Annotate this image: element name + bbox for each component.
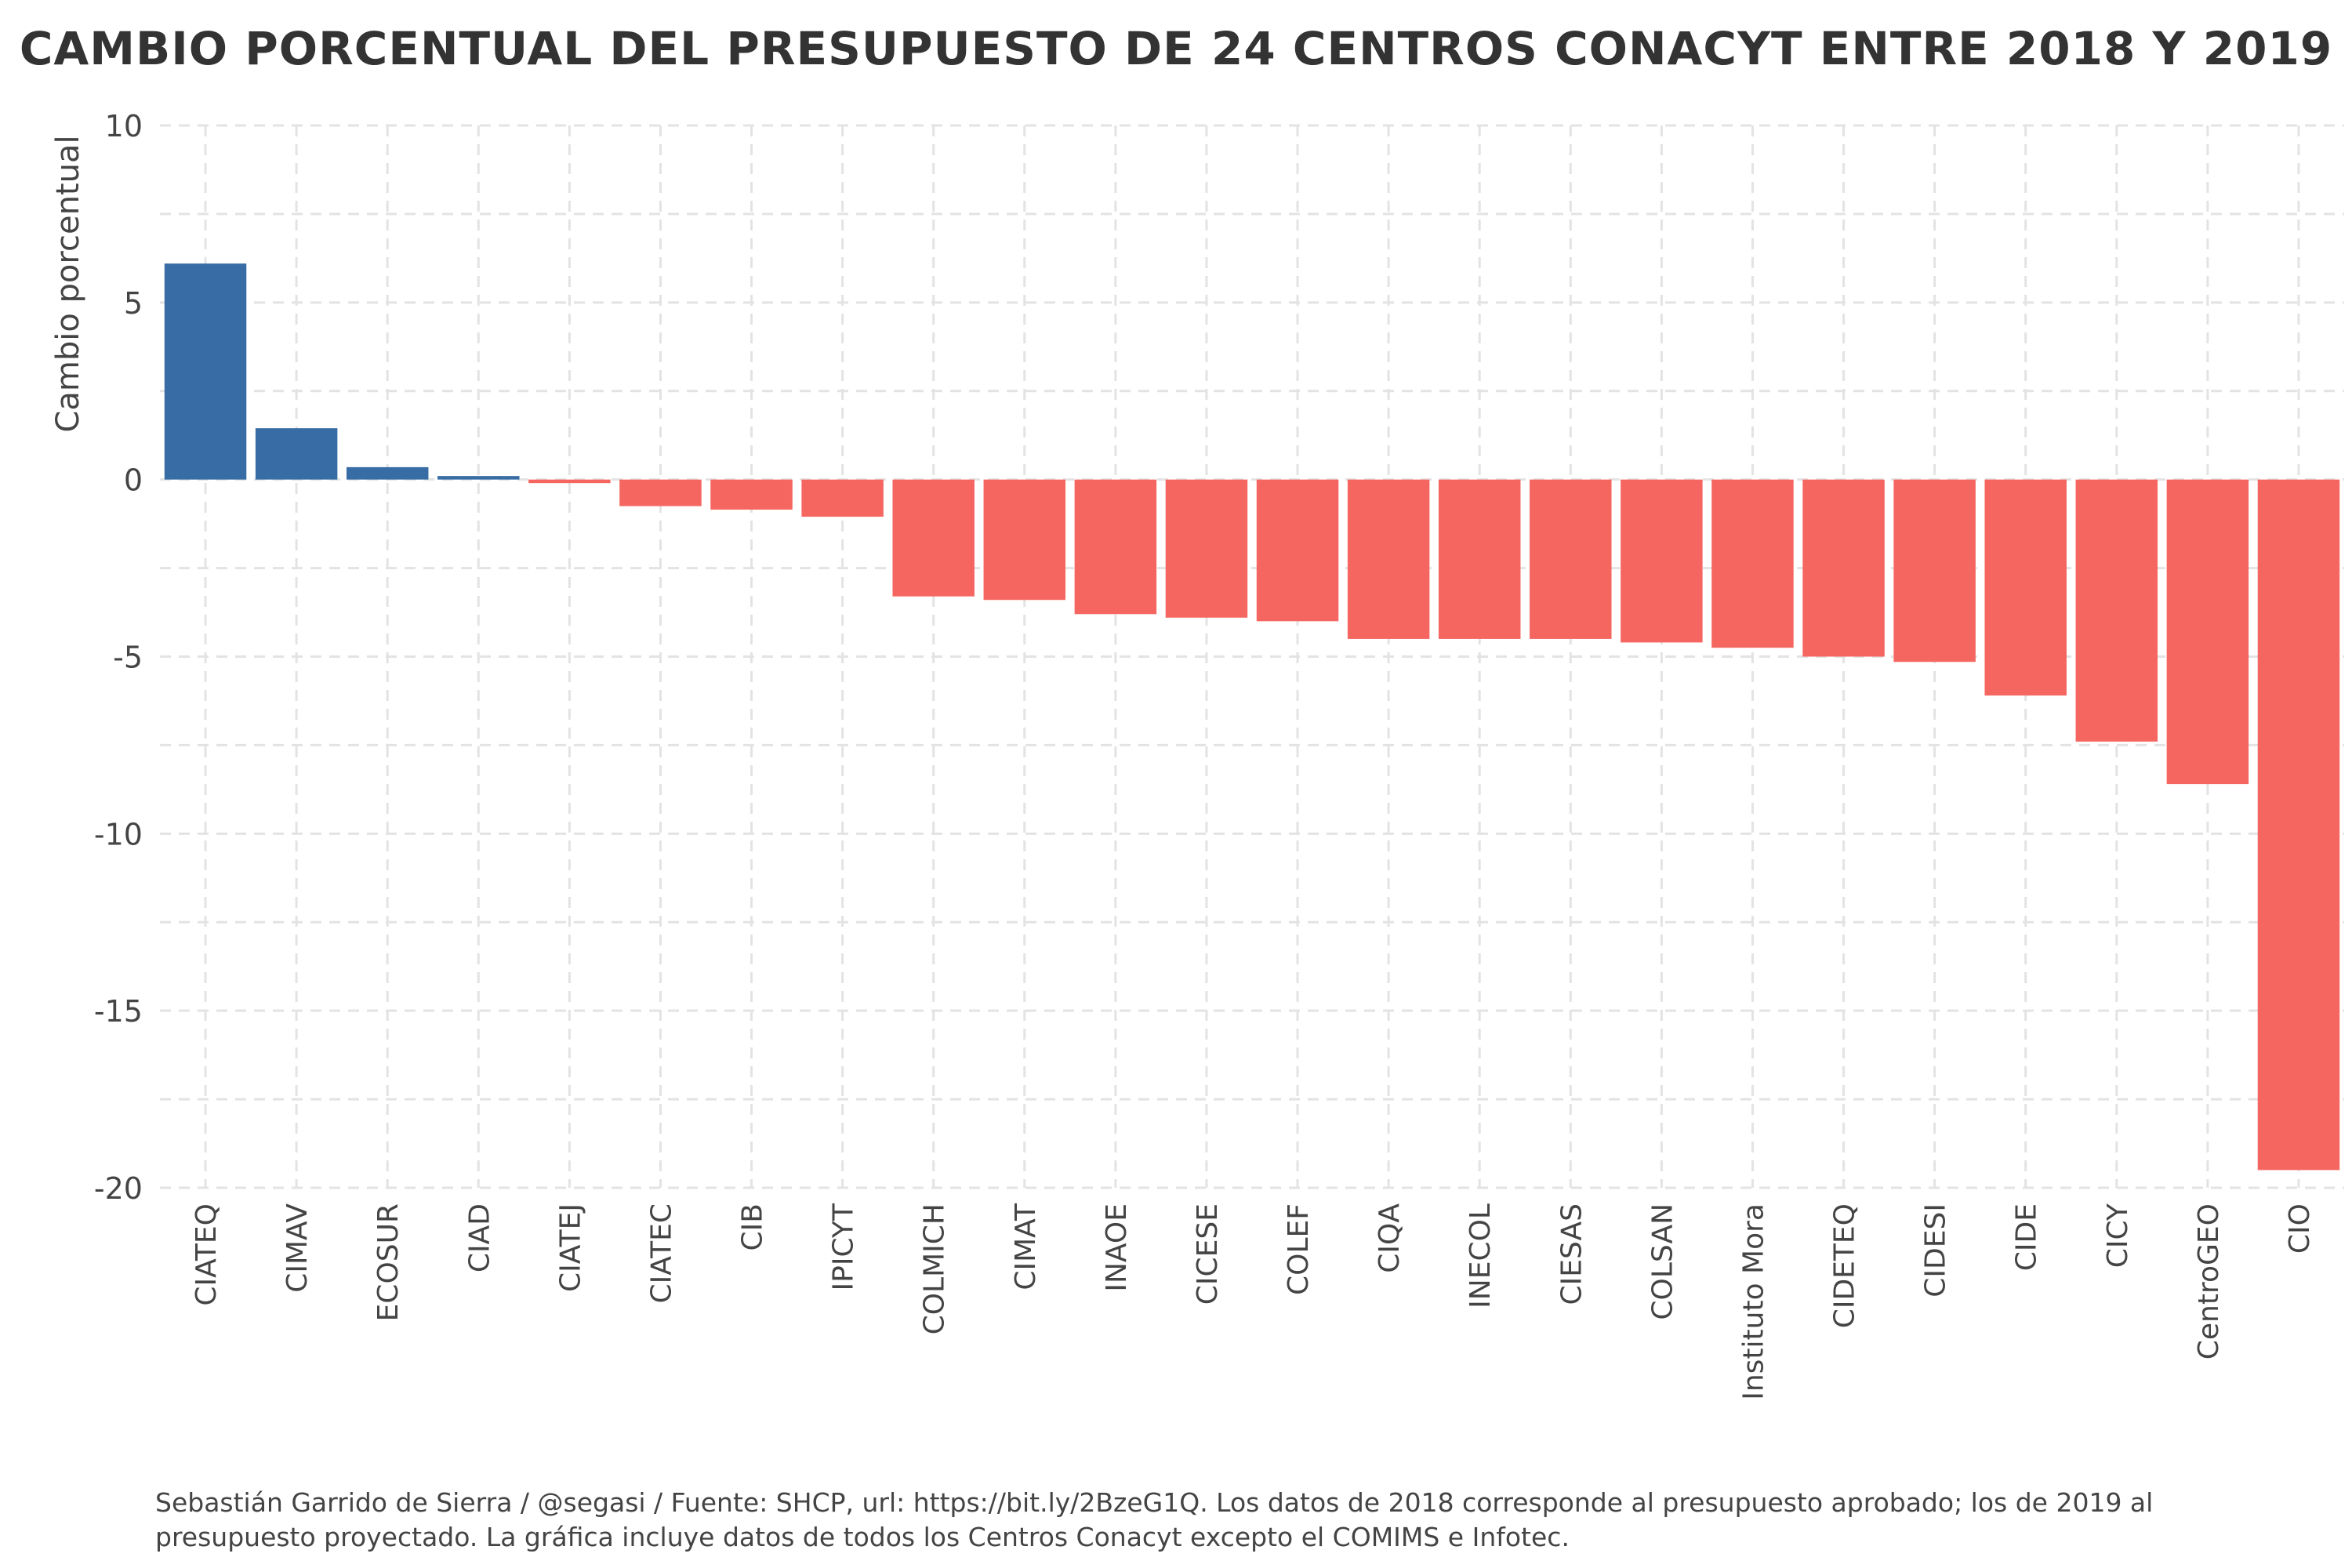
bar-ciateq	[164, 263, 247, 480]
bar-ecosur	[346, 466, 429, 480]
x-tick-label: IPICYT	[828, 1203, 860, 1290]
x-tick-label: CIQA	[1374, 1203, 1406, 1273]
bar-cio	[2257, 479, 2340, 1171]
x-tick-label: CentroGEO	[2193, 1203, 2225, 1359]
y-tick-label: -20	[94, 1171, 143, 1206]
x-tick-label: CIDE	[2011, 1203, 2043, 1271]
x-tick-label: CIMAV	[281, 1203, 314, 1293]
bar-cide	[1984, 479, 2067, 696]
y-tick-label: 5	[124, 286, 143, 321]
bar-ciesas	[1530, 479, 1612, 639]
y-axis-ticks: 10 5 0 -5 -10 -15 -20	[94, 109, 143, 1206]
bar-instituto-mora	[1711, 479, 1794, 648]
y-tick-label: -10	[94, 817, 143, 851]
bars	[164, 263, 2340, 1171]
x-tick-label: CICESE	[1192, 1203, 1224, 1305]
bar-cib	[710, 479, 793, 510]
caption: Sebastián Garrido de Sierra / @segasi / …	[155, 1487, 2154, 1552]
x-tick-label: CIATEC	[645, 1203, 677, 1303]
x-tick-label: ECOSUR	[372, 1203, 405, 1321]
bar-ciatej	[528, 479, 611, 484]
x-tick-label: CIESAS	[1555, 1203, 1588, 1305]
x-tick-label: CIATEJ	[554, 1203, 586, 1292]
y-tick-label: -5	[113, 641, 143, 675]
bar-ciatec	[619, 479, 702, 506]
bar-cicy	[2075, 479, 2158, 742]
x-axis-ticks: CIATEQ CIMAV ECOSUR CIAD CIATEJ CIATEC CIB IPIC…	[191, 1203, 2316, 1400]
bar-inaoe	[1074, 479, 1157, 615]
x-tick-label: Instituto Mora	[1737, 1203, 1769, 1400]
x-tick-label: COLSAN	[1646, 1203, 1679, 1320]
x-tick-label: COLMICH	[919, 1203, 951, 1334]
x-tick-label: INAOE	[1101, 1203, 1133, 1292]
y-tick-label: 10	[105, 109, 143, 143]
x-tick-label: CIAD	[463, 1203, 495, 1272]
x-tick-label: CIMAT	[1010, 1203, 1042, 1290]
x-tick-label: COLEF	[1283, 1203, 1315, 1295]
bar-colef	[1256, 479, 1339, 622]
bar-ipicyt	[801, 479, 884, 517]
x-tick-label: CIB	[737, 1203, 769, 1250]
x-tick-label: CIATEQ	[191, 1203, 223, 1306]
y-tick-label: 0	[124, 463, 143, 498]
bar-colmich	[892, 479, 975, 597]
x-tick-label: CICY	[2102, 1203, 2134, 1268]
x-tick-label: CIDESI	[1920, 1203, 1952, 1298]
grid-lines	[160, 124, 2344, 1189]
y-tick-label: -15	[94, 994, 143, 1029]
bar-cimat	[983, 479, 1066, 601]
bar-cimav	[255, 428, 338, 480]
x-tick-label: INECOL	[1465, 1203, 1497, 1308]
bar-ciqa	[1347, 479, 1430, 639]
bar-cideteq	[1802, 479, 1885, 657]
bar-cidesi	[1893, 479, 1976, 662]
chart-title: CAMBIO PORCENTUAL DEL PRESUPUESTO DE 24 …	[19, 22, 2333, 75]
bar-centrogeo	[2166, 479, 2249, 785]
bar-ciad	[437, 476, 520, 480]
x-tick-label: CIO	[2284, 1203, 2316, 1254]
bar-cicese	[1165, 479, 1248, 618]
bar-colsan	[1621, 479, 1703, 643]
y-axis-label: Cambio porcentual	[50, 135, 86, 432]
bar-inecol	[1438, 479, 1521, 639]
x-tick-label: CIDETEQ	[1829, 1203, 1861, 1328]
